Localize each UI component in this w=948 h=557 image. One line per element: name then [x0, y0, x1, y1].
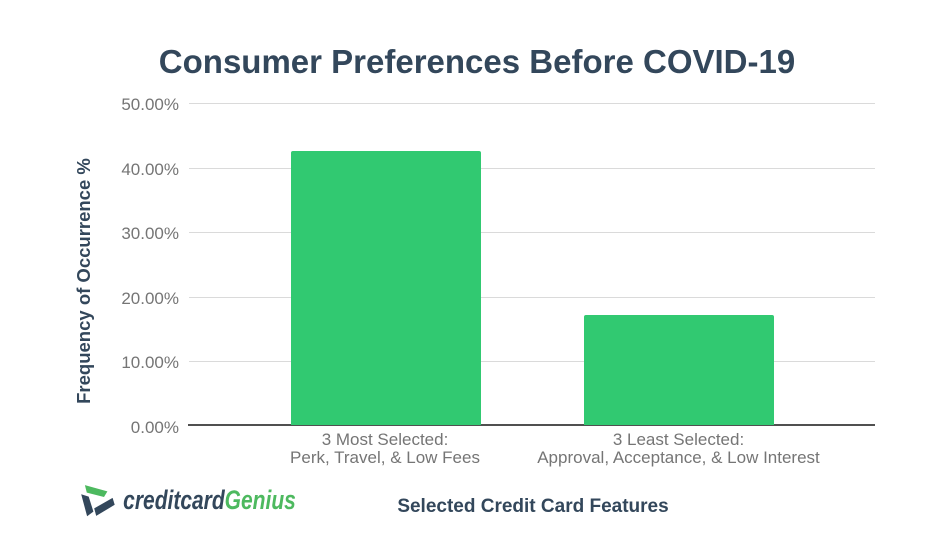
svg-text:creditcardGenius: creditcardGenius [123, 485, 296, 515]
